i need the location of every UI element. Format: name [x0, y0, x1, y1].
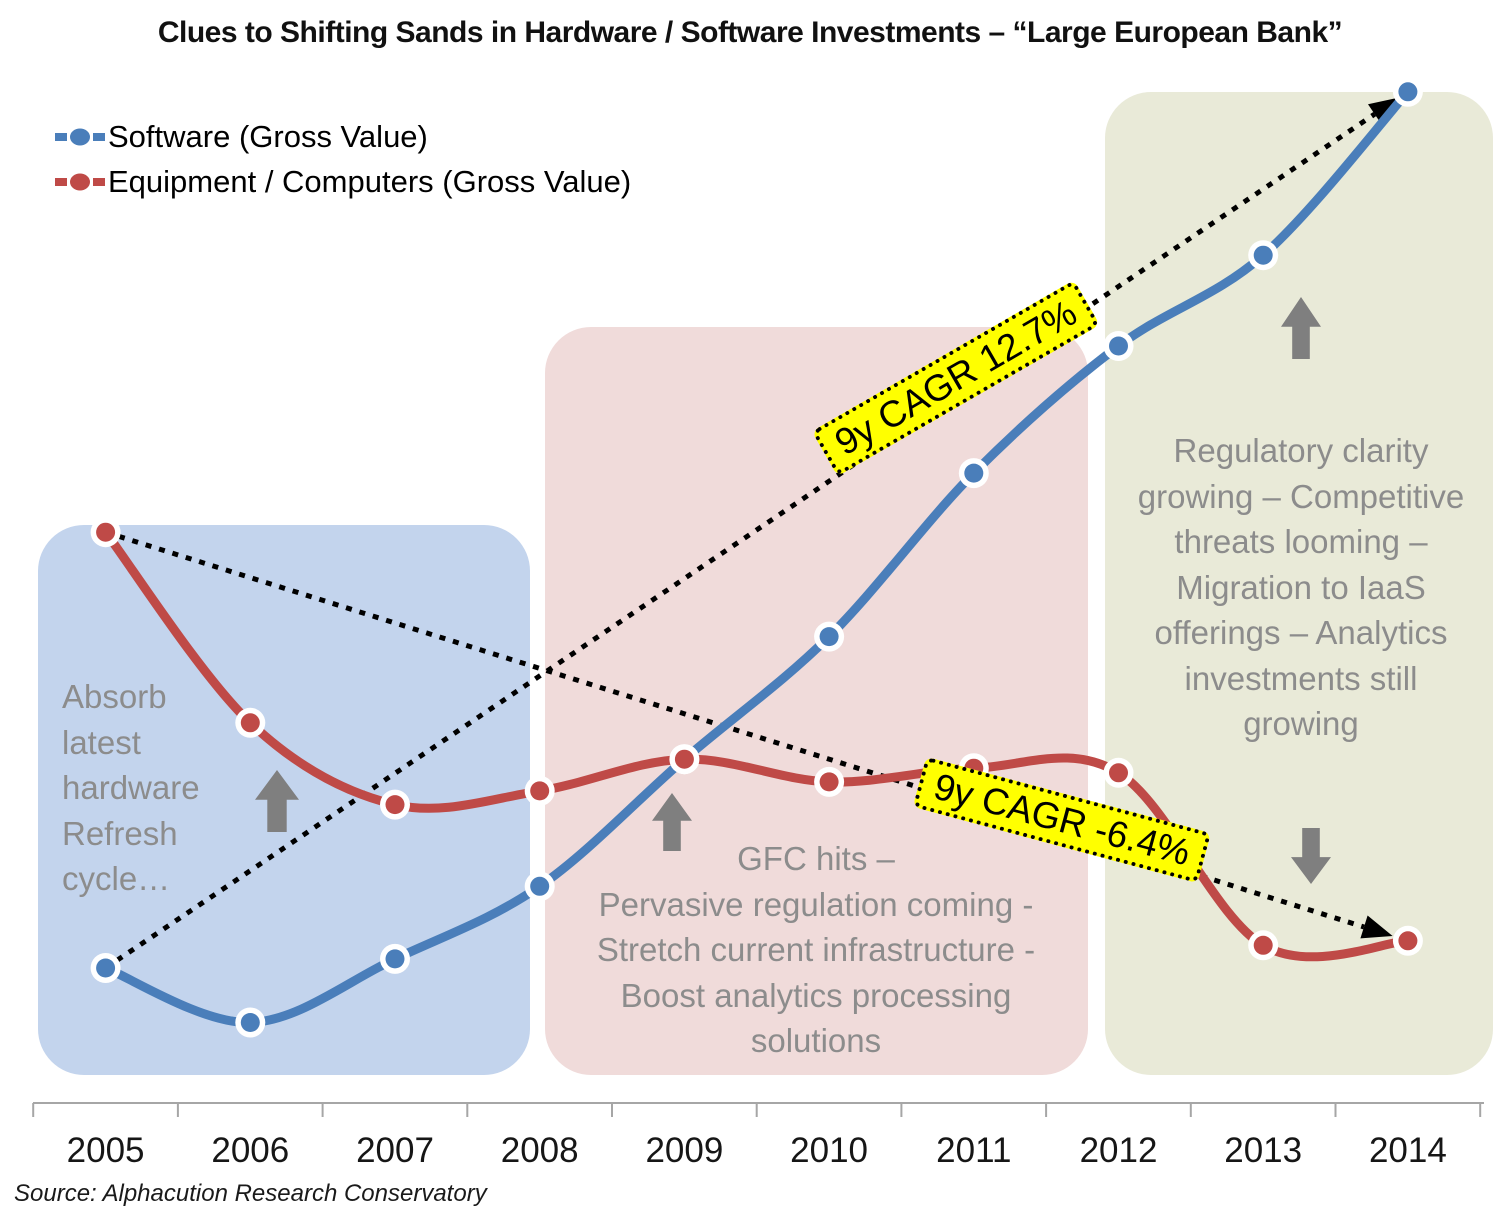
software-marker: [1398, 82, 1418, 102]
source-note: Source: Alphacution Research Conservator…: [14, 1180, 487, 1207]
trendline-software: [104, 112, 1377, 971]
software-marker: [240, 1013, 260, 1032]
legend-dot: [70, 173, 90, 190]
legend-dot: [70, 128, 90, 145]
legend-item-equipment: Equipment / Computers (Gross Value): [54, 159, 631, 204]
software-marker: [819, 627, 839, 647]
x-axis-year-label: 2012: [1080, 1131, 1158, 1170]
software-marker: [385, 949, 405, 969]
up-arrow-icon: [1281, 297, 1321, 359]
trendline-equipment: [104, 529, 1365, 930]
up-arrow-icon: [255, 770, 299, 832]
software-marker: [96, 958, 116, 978]
software-marker: [1109, 336, 1128, 356]
legend: Software (Gross Value) Equipment / Compu…: [54, 114, 631, 204]
software-series-marker-icon: [55, 128, 105, 145]
equipment-marker: [1109, 763, 1128, 783]
software-line: [101, 87, 1413, 1028]
x-axis-year-label: 2005: [67, 1131, 145, 1170]
annotation-regulatory: Regulatory clarity growing – Competitive…: [1137, 432, 1465, 743]
annotation-gfc: GFC hits – Pervasive regulation coming -…: [596, 840, 1036, 1060]
trendline-equipment-arrowhead-icon: [1360, 915, 1393, 939]
x-axis-year-label: 2014: [1369, 1131, 1447, 1170]
x-axis-year-label: 2007: [356, 1131, 434, 1170]
equipment-marker: [240, 713, 260, 733]
chart-title: Clues to Shifting Sands in Hardware / So…: [157, 16, 1343, 49]
legend-label-software: Software (Gross Value): [108, 118, 428, 154]
equipment-marker: [1253, 935, 1273, 955]
equipment-marker: [1398, 931, 1418, 951]
software-marker: [530, 876, 550, 896]
down-arrow-icon: [1291, 828, 1331, 884]
equipment-marker: [96, 522, 116, 542]
equipment-marker: [819, 772, 839, 792]
x-axis-year-label: 2010: [790, 1131, 868, 1170]
legend-label-equipment: Equipment / Computers (Gross Value): [108, 163, 632, 199]
x-axis-year-label: 2009: [645, 1131, 723, 1170]
equipment-series-marker-icon: [55, 173, 105, 190]
software-marker: [1253, 245, 1273, 265]
x-axis-year-label: 2006: [211, 1131, 289, 1170]
equipment-marker: [674, 749, 694, 769]
equipment-marker: [530, 781, 550, 801]
legend-item-software: Software (Gross Value): [54, 114, 631, 159]
equipment-marker: [385, 795, 405, 815]
x-axis-year-label: 2011: [936, 1131, 1011, 1170]
x-axis-year-label: 2013: [1224, 1131, 1302, 1170]
region-2012-2014: [1105, 92, 1493, 1075]
region-2008-2012: [545, 327, 1088, 1075]
software-marker: [964, 463, 984, 483]
up-arrow-icon: [652, 793, 692, 851]
annotation-hardware-refresh: Absorb latest hardware Refresh cycle…: [62, 678, 200, 898]
x-axis-year-label: 2008: [501, 1131, 579, 1170]
